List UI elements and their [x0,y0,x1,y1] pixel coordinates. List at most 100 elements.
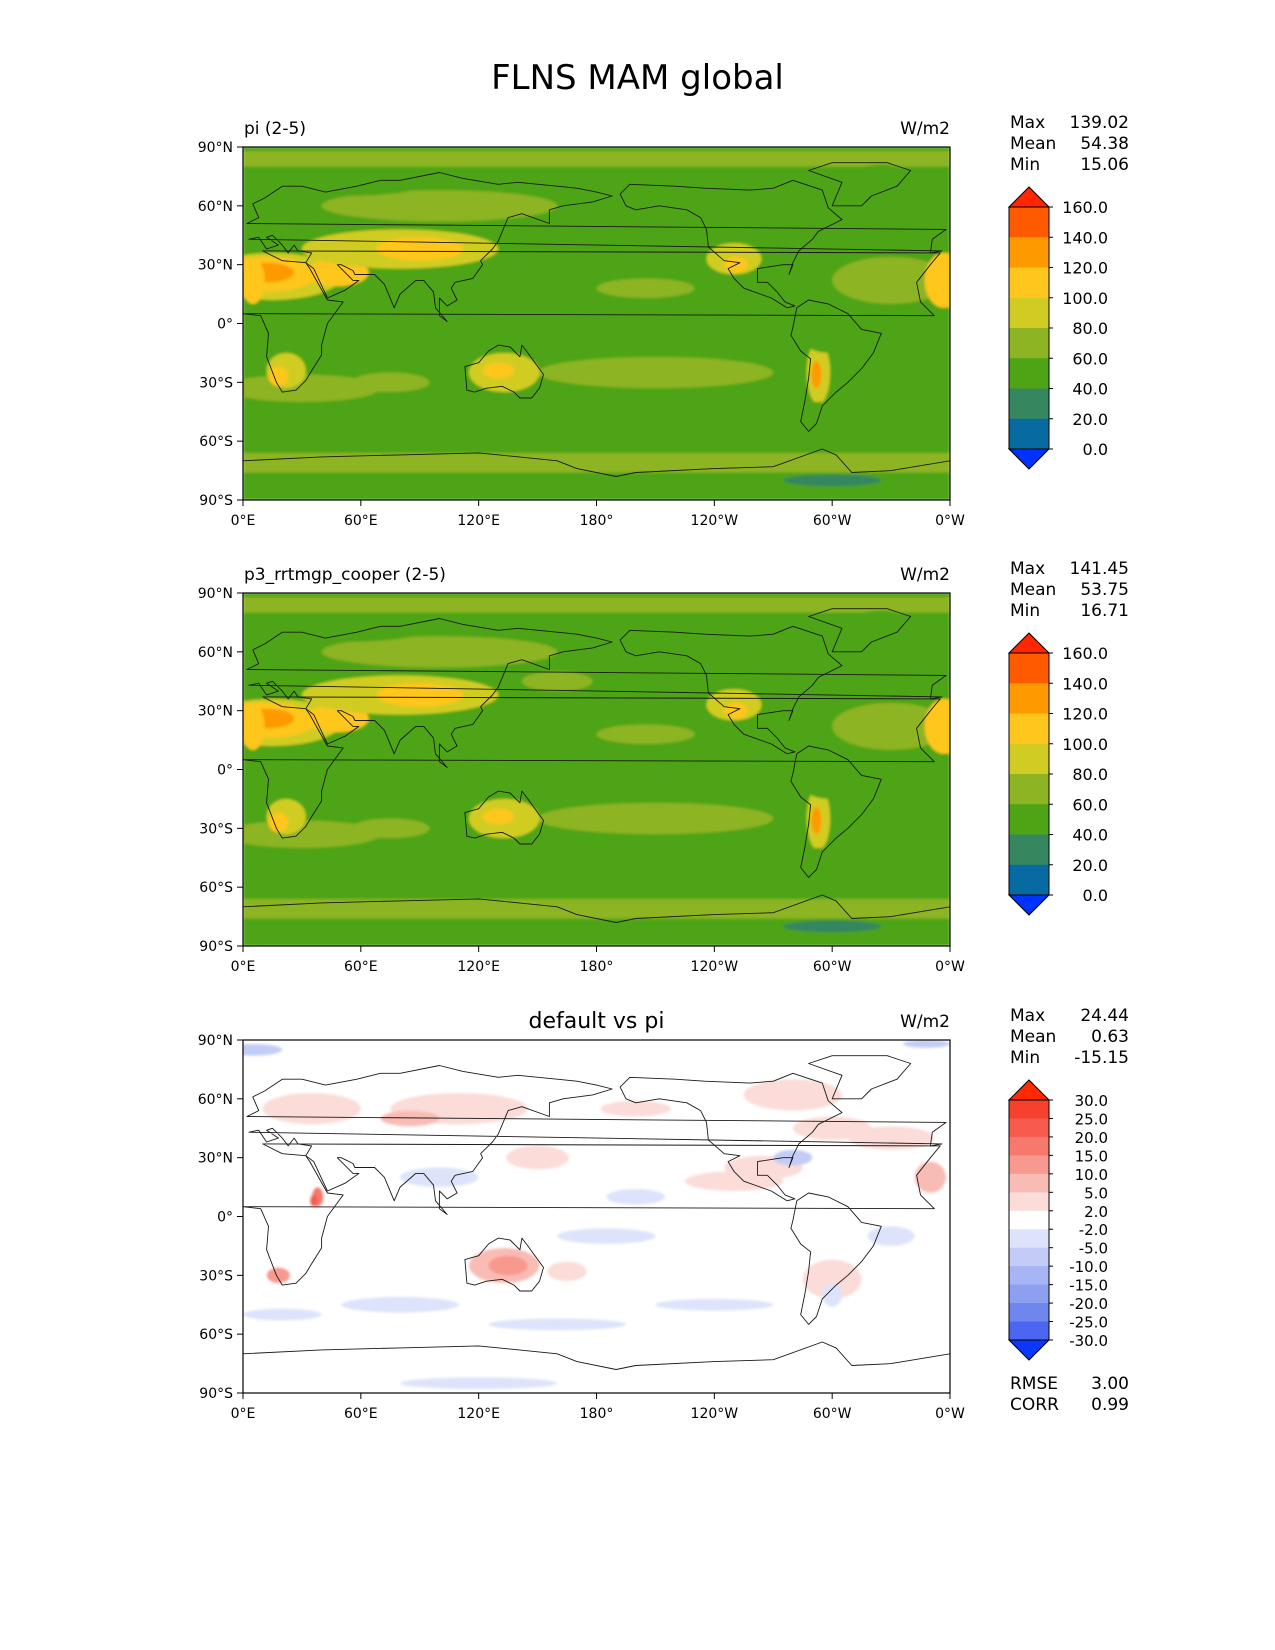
contour-patch [380,1110,440,1127]
stat-label: Mean [1010,580,1056,600]
contour-patch [243,1043,283,1056]
colorbar-segment [1009,1118,1049,1138]
contour-patch [845,610,917,646]
colorbar: 160.0 140.0 120.0 100.0 80.0 60.0 40.0 20.0 0.0 [1007,632,1108,916]
stat-label: Max [1010,1006,1045,1026]
colorbar-label: 2.0 [1084,1203,1108,1221]
colorbar-segment [1009,1155,1049,1175]
contour-patch [596,724,695,745]
contour-patch [243,1308,322,1321]
x-tick-label: 0°W [935,959,965,975]
y-tick-label: 0° [217,1210,233,1226]
colorbar-label: 80.0 [1072,319,1108,338]
x-tick-label: 120°E [457,959,500,975]
contour-patch [783,474,882,487]
y-tick-label: 90°S [199,493,233,509]
colorbar-segment [1009,1266,1049,1286]
contour-patch [243,256,265,304]
colorbar-label: 160.0 [1062,644,1108,663]
colorbar-label: 30.0 [1075,1092,1108,1110]
panel-title-left: pi (2-5) [244,119,306,139]
coastline-australia [464,344,544,399]
contour-patch [321,636,558,668]
stat-value: 139.02 [1070,113,1129,133]
colorbar-segment [1009,1247,1049,1267]
contour-patch [341,1296,460,1313]
colorbar-segment [1009,1173,1049,1193]
colorbar-segment [1009,297,1049,329]
x-tick-label: 180° [580,959,614,975]
stat-label: Max [1010,559,1045,579]
contour-band [243,596,950,613]
contour-patch [822,1283,842,1307]
colorbar-label: 0.0 [1083,886,1108,905]
y-tick-label: 90°S [199,1386,233,1402]
y-tick-label: 30°N [198,258,233,274]
stat-value: 0.63 [1091,1027,1129,1047]
contour-patch [392,691,448,707]
coastline-namerica [619,625,843,755]
panel-title-center: default vs pi [529,1009,665,1034]
colorbar-segment [1009,267,1049,299]
stat-value: 54.38 [1080,134,1129,154]
stat-value: 24.44 [1080,1006,1129,1026]
x-tick-label: 60°E [344,513,378,529]
contour-patch [855,197,927,214]
colorbar-label: 25.0 [1075,1110,1108,1128]
colorbar-segment [1009,743,1049,775]
y-tick-label: 30°S [199,1268,233,1284]
colorbar-label: 140.0 [1062,674,1108,693]
colorbar-label: 100.0 [1062,289,1108,308]
coastline-namerica [619,179,843,309]
contour-patch [243,702,265,750]
contour-patch [262,1092,361,1125]
colorbar-segment [1009,1284,1049,1304]
colorbar-label: 60.0 [1072,795,1108,814]
contour-patch [798,759,858,799]
colorbar-segment [1009,328,1049,359]
contour-patch [847,1126,935,1150]
contour-patch [694,642,852,682]
stat-label: Min [1010,155,1040,175]
x-tick-label: 120°W [691,513,739,529]
contour-patch [266,1267,291,1284]
contour-patch [606,1189,666,1205]
stat-label: Mean [1010,1027,1056,1047]
coastline-eurasia [246,618,947,768]
contour-patch [429,307,509,340]
coastline-samerica [790,1192,882,1325]
map-panel-2: 0°E 60°E 120°E 180° 120°W 60°W 0°W 90°N 60°N 30°N… [198,559,1129,975]
contour-patch [802,1259,862,1299]
colorbar: 160.0 140.0 120.0 100.0 80.0 60.0 40.0 20.0 0.0 [1007,186,1108,470]
colorbar-label: 20.0 [1072,856,1108,875]
contour-patch [321,190,558,222]
coastlines [243,1055,950,1393]
metric-value: 3.00 [1091,1374,1129,1394]
contour-patch [914,1161,947,1193]
field-layer [243,147,950,500]
x-tick-label: 120°E [457,1406,500,1422]
coastline-antarctica [243,1341,950,1393]
contour-patch [309,1194,318,1207]
x-tick-label: 60°W [813,959,852,975]
y-tick-label: 0° [217,317,233,333]
stat-label: Min [1010,601,1040,621]
y-tick-label: 60°S [199,880,233,896]
coastline-antarctica [243,448,950,500]
coastline-greenland [808,608,912,653]
y-tick-label: 0° [217,763,233,779]
colorbar-label: 20.0 [1075,1129,1108,1147]
contour-patch [262,757,302,782]
contour-band [243,452,950,473]
coastline-australia [464,790,544,845]
colorbar-segment [1009,1303,1049,1323]
y-tick-label: 90°S [199,939,233,955]
x-tick-label: 180° [580,513,614,529]
colorbar-extend-top [1007,1079,1051,1101]
contour-patch [798,313,858,353]
field-layer [243,1040,950,1393]
x-tick-label: 120°W [691,1406,739,1422]
colorbar-extend-top [1007,632,1051,654]
figure-title: FLNS MAM global [491,58,784,98]
y-tick-label: 90°N [198,140,233,156]
